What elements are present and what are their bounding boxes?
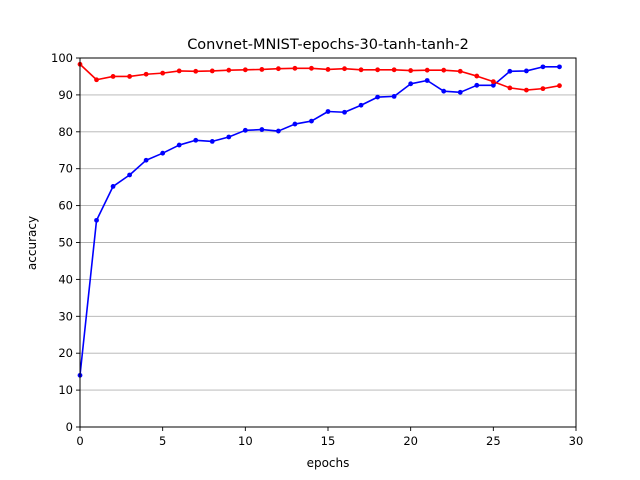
series-1-point	[391, 67, 397, 73]
series-0-point	[391, 93, 397, 99]
series-0-point	[193, 137, 199, 143]
y-tick-label: 100	[51, 51, 73, 65]
series-1-point	[209, 68, 215, 74]
y-axis-label: accuracy	[25, 216, 39, 270]
series-1-point	[160, 70, 166, 76]
series-1-point	[424, 67, 430, 73]
series-0-point	[490, 82, 496, 88]
series-1-point	[490, 79, 496, 85]
y-tick-label: 90	[58, 88, 73, 102]
series-1-point	[524, 87, 529, 93]
series-0-point	[557, 64, 562, 70]
x-tick-label: 5	[159, 434, 166, 448]
series-0-point	[507, 68, 513, 74]
y-tick-label: 20	[58, 346, 73, 360]
series-1-point	[226, 67, 232, 73]
x-tick-label: 20	[403, 434, 418, 448]
series-0-point	[143, 157, 149, 163]
series-1-point	[127, 74, 132, 79]
series-1-point	[557, 83, 562, 89]
data-series	[77, 61, 562, 378]
series-1-point	[325, 67, 331, 72]
y-tick-label: 30	[58, 309, 73, 323]
series-1-point	[342, 66, 347, 72]
series-1-line	[79, 63, 560, 91]
series-0-point	[524, 68, 529, 74]
series-0-point	[276, 128, 281, 134]
x-tick-label: 30	[569, 434, 584, 448]
y-tick-label: 60	[58, 199, 73, 213]
y-tick-label: 10	[58, 383, 73, 397]
series-0-point	[292, 121, 298, 127]
series-0-point	[94, 217, 99, 223]
series-0-point	[110, 184, 116, 189]
x-axis-label: epochs	[307, 456, 350, 470]
series-0-point	[325, 109, 331, 114]
series-1-point	[507, 85, 513, 91]
series-0-point	[342, 109, 347, 115]
series-0-point	[441, 88, 447, 94]
series-0-point	[176, 142, 182, 148]
y-axis-ticks: 0 10 20 30 40 50 60 70 80 90 100	[51, 51, 80, 434]
chart-title: Convnet-MNIST-epochs-30-tanh-tanh-2	[187, 37, 469, 53]
x-tick-label: 15	[321, 434, 336, 448]
y-tick-label: 70	[58, 162, 73, 176]
series-0-point	[226, 134, 232, 140]
x-tick-label: 0	[76, 434, 83, 448]
x-tick-label: 10	[238, 434, 253, 448]
x-tick-label: 25	[486, 434, 501, 448]
series-0-point	[457, 89, 463, 95]
series-0-point	[424, 78, 430, 83]
series-1-point	[110, 74, 116, 79]
series-1-point	[457, 68, 463, 74]
y-tick-label: 0	[66, 420, 73, 434]
series-0-point	[358, 102, 364, 108]
y-tick-label: 80	[58, 125, 73, 139]
series-1-point	[94, 77, 99, 83]
series-1-point	[143, 71, 149, 77]
x-axis-ticks: 0 5 10 15 20 25 30	[76, 427, 583, 448]
series-0-line	[79, 66, 560, 376]
series-1-point	[176, 68, 182, 74]
series-0-point	[209, 138, 215, 144]
series-1-point	[408, 68, 414, 73]
series-0-point	[375, 94, 380, 100]
series-0-point	[160, 150, 166, 156]
series-0-point	[127, 172, 132, 178]
series-0-point	[242, 127, 248, 133]
series-1-point	[242, 67, 248, 73]
series-1-point	[259, 67, 265, 72]
series-0-point	[474, 82, 480, 88]
series-0-point	[309, 118, 314, 124]
series-1-point	[474, 73, 480, 79]
series-1-point	[193, 68, 199, 74]
series-1-point	[540, 86, 546, 92]
series-0-point	[259, 127, 265, 132]
series-1-point	[276, 66, 281, 72]
series-1-point	[375, 67, 380, 73]
series-1-point	[292, 65, 298, 71]
series-1-point	[358, 67, 364, 73]
series-0-point	[540, 64, 546, 70]
series-0-point	[408, 81, 414, 87]
y-tick-label: 50	[58, 236, 73, 250]
y-tick-label: 40	[58, 272, 73, 286]
horizontal-gridlines	[80, 94, 576, 391]
series-1-point	[441, 67, 447, 73]
series-1-point	[309, 65, 314, 71]
